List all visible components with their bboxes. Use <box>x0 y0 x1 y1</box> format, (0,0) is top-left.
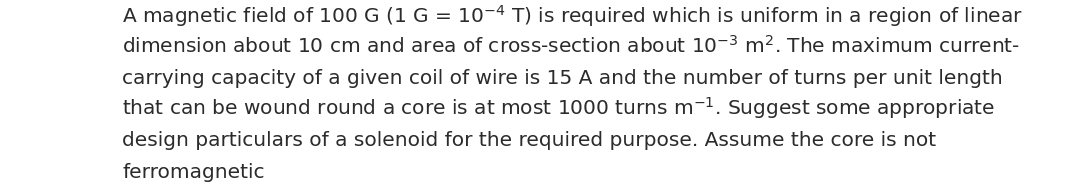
Text: A magnetic field of 100 G (1 G = 10$^{-4}$ T) is required which is uniform in a : A magnetic field of 100 G (1 G = 10$^{-4… <box>122 3 1023 29</box>
Text: design particulars of a solenoid for the required purpose. Assume the core is no: design particulars of a solenoid for the… <box>122 132 936 150</box>
Text: dimension about 10 cm and area of cross-section about 10$^{-3}$ m$^{2}$. The max: dimension about 10 cm and area of cross-… <box>122 35 1021 57</box>
Text: carrying capacity of a given coil of wire is 15 A and the number of turns per un: carrying capacity of a given coil of wir… <box>122 69 1003 88</box>
Text: ferromagnetic: ferromagnetic <box>122 163 265 182</box>
Text: that can be wound round a core is at most 1000 turns m$^{-1}$. Suggest some appr: that can be wound round a core is at mos… <box>122 96 996 122</box>
